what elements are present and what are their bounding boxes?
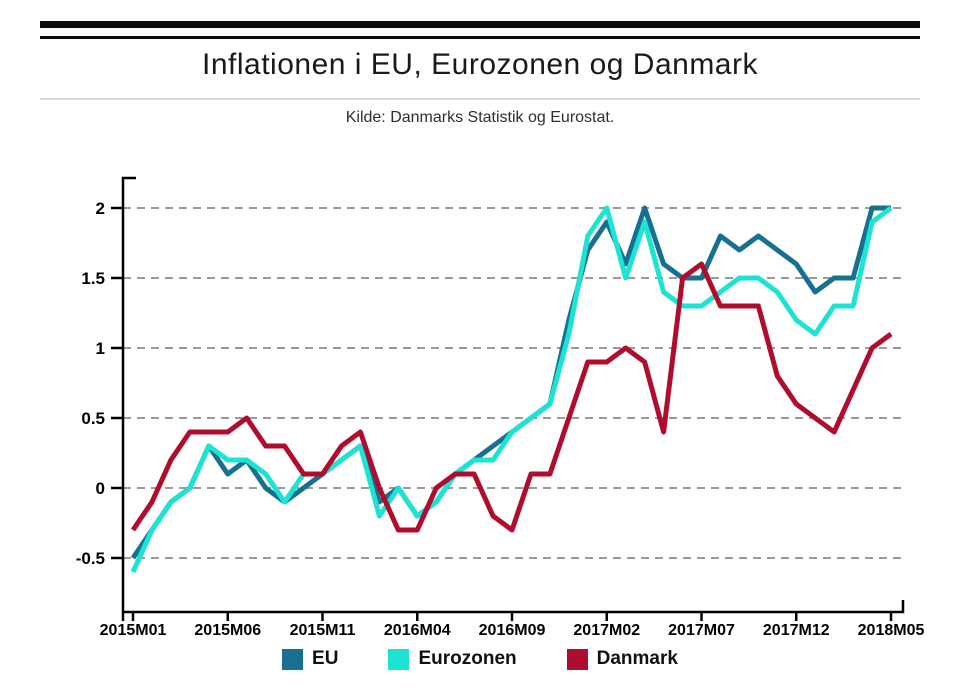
x-tick-label-2018M05: 2018M05 [858,622,925,639]
axis-frame [121,176,905,614]
x-tick-label-2015M06: 2015M06 [194,622,261,639]
x-tick-label-2017M02: 2017M02 [573,622,640,639]
legend-item-eurozonen: Eurozonen [388,648,517,670]
x-tick-label-2016M04: 2016M04 [384,622,451,639]
chart-legend: EU Eurozonen Danmark [0,648,960,670]
series-line-eu [130,205,891,560]
top-rule-thin [40,36,920,39]
title-divider [40,98,920,100]
series-line-danmark [130,261,893,533]
series-line-eurozonen [130,205,893,574]
page-title: Inflationen i EU, Eurozonen og Danmark [202,48,758,81]
x-tick-label-2016M09: 2016M09 [479,622,546,639]
x-tick-label-2015M01: 2015M01 [100,622,167,639]
legend-label-eu: EU [312,648,339,669]
eu-color-swatch [282,648,304,670]
top-rule-thick [40,21,920,28]
y-tick-label--0.5: -0.5 [76,549,105,568]
x-tick-label-2017M07: 2017M07 [668,622,735,639]
legend-item-danmark: Danmark [566,648,678,670]
y-tick-label-2: 2 [96,199,105,218]
x-tick-label-2015M11: 2015M11 [290,622,356,639]
y-tick-label-1: 1 [96,339,105,358]
legend-item-eu: EU [282,648,338,670]
x-tick-label-2017M12: 2017M12 [763,622,830,639]
eurozonen-color-swatch [388,648,410,670]
y-tick-label-0.5: 0.5 [81,409,105,428]
legend-label-danmark: Danmark [596,648,678,669]
danmark-color-swatch [566,648,588,670]
y-tick-label-1.5: 1.5 [81,269,105,288]
legend-label-eurozonen: Eurozonen [418,648,517,669]
source-note: Kilde: Danmarks Statistik og Eurostat. [345,109,615,126]
y-tick-label-0: 0 [96,479,105,498]
